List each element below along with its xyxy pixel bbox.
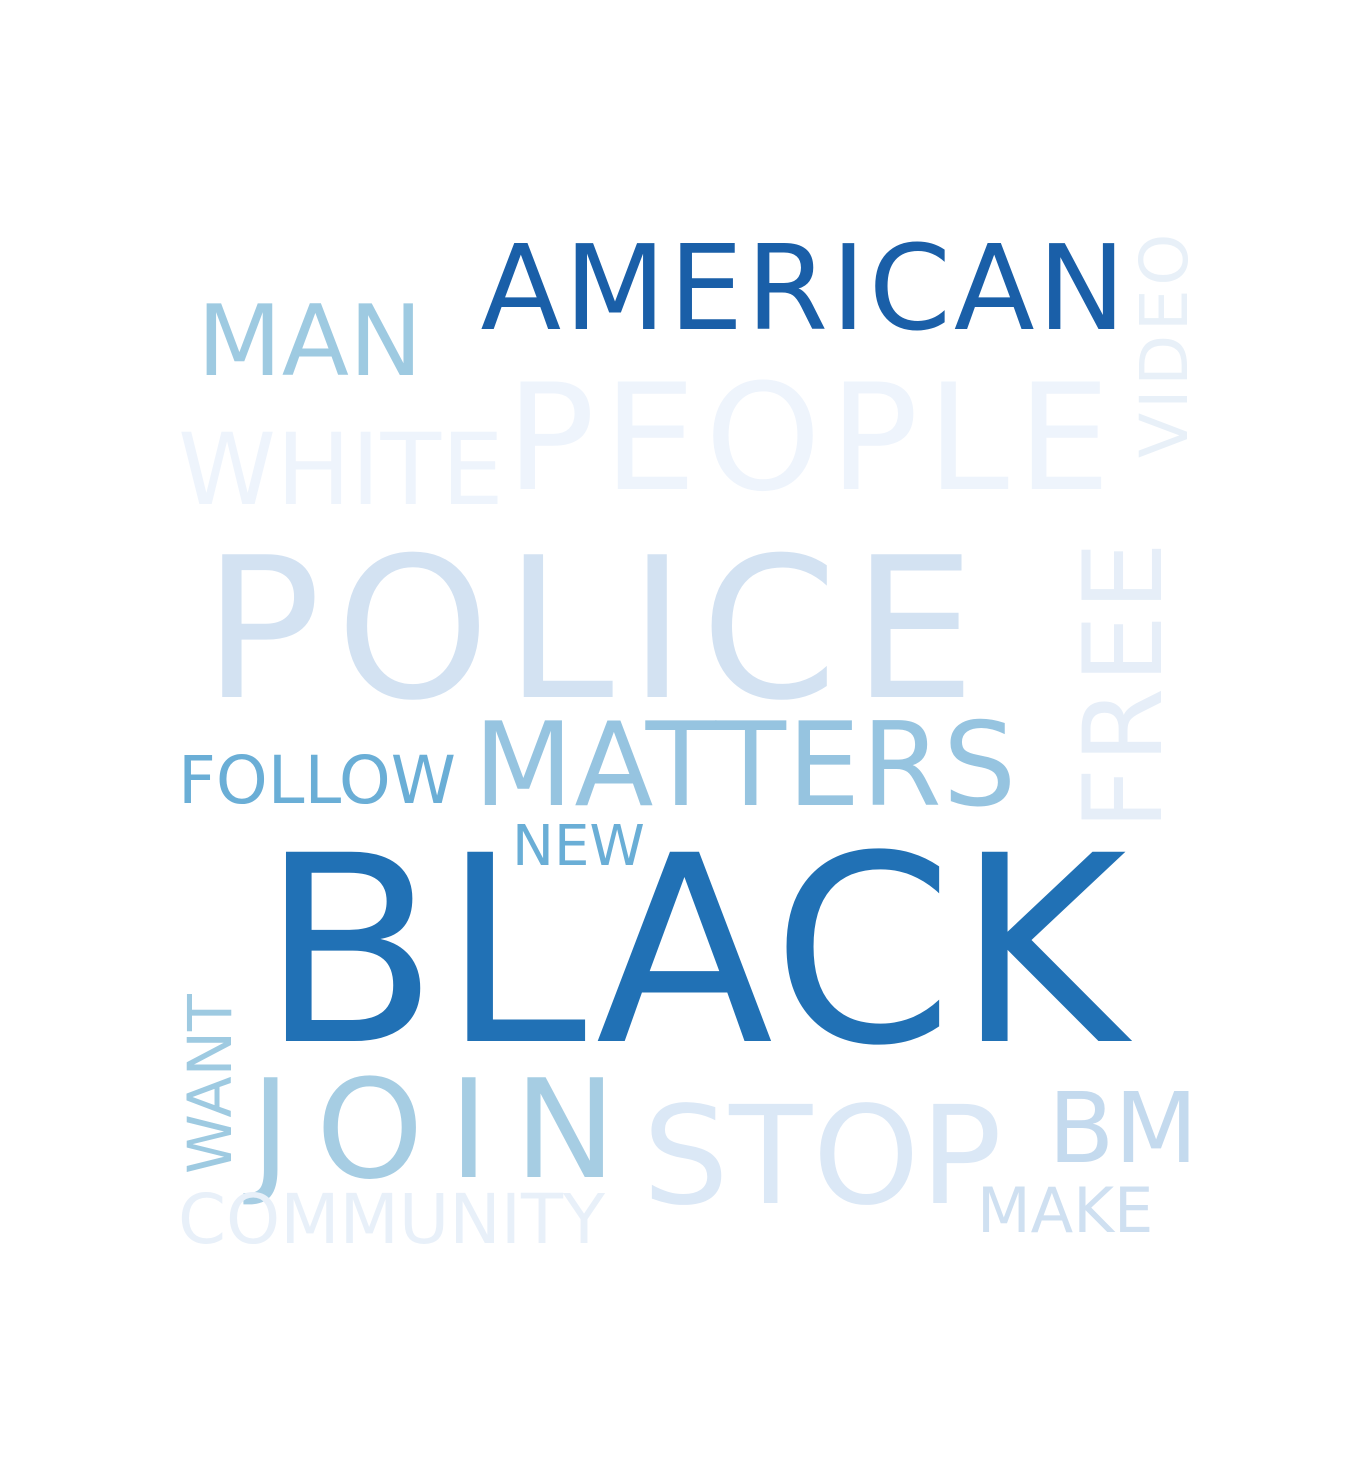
- word-white: WHITE: [178, 412, 505, 528]
- word-make: MAKE: [977, 1173, 1154, 1247]
- word-want: WANT: [176, 994, 246, 1174]
- word-free: FREE: [1059, 537, 1187, 830]
- word-follow: FOLLOW: [178, 742, 456, 819]
- word-new: NEW: [512, 814, 645, 879]
- word-join: JOIN: [250, 1050, 642, 1210]
- word-stop: STOP: [642, 1077, 1003, 1236]
- word-matters: MATTERS: [473, 699, 1018, 833]
- word-american: AMERICAN: [480, 219, 1129, 357]
- word-community: COMMUNITY: [178, 1179, 606, 1260]
- word-people: PEOPLE: [506, 351, 1119, 524]
- word-video: VIDEO: [1126, 229, 1203, 458]
- word-black: BLACK: [260, 801, 1130, 1103]
- word-police: POLICE: [203, 516, 991, 744]
- word-man: MAN: [197, 284, 423, 399]
- word-bm: BM: [1048, 1072, 1198, 1185]
